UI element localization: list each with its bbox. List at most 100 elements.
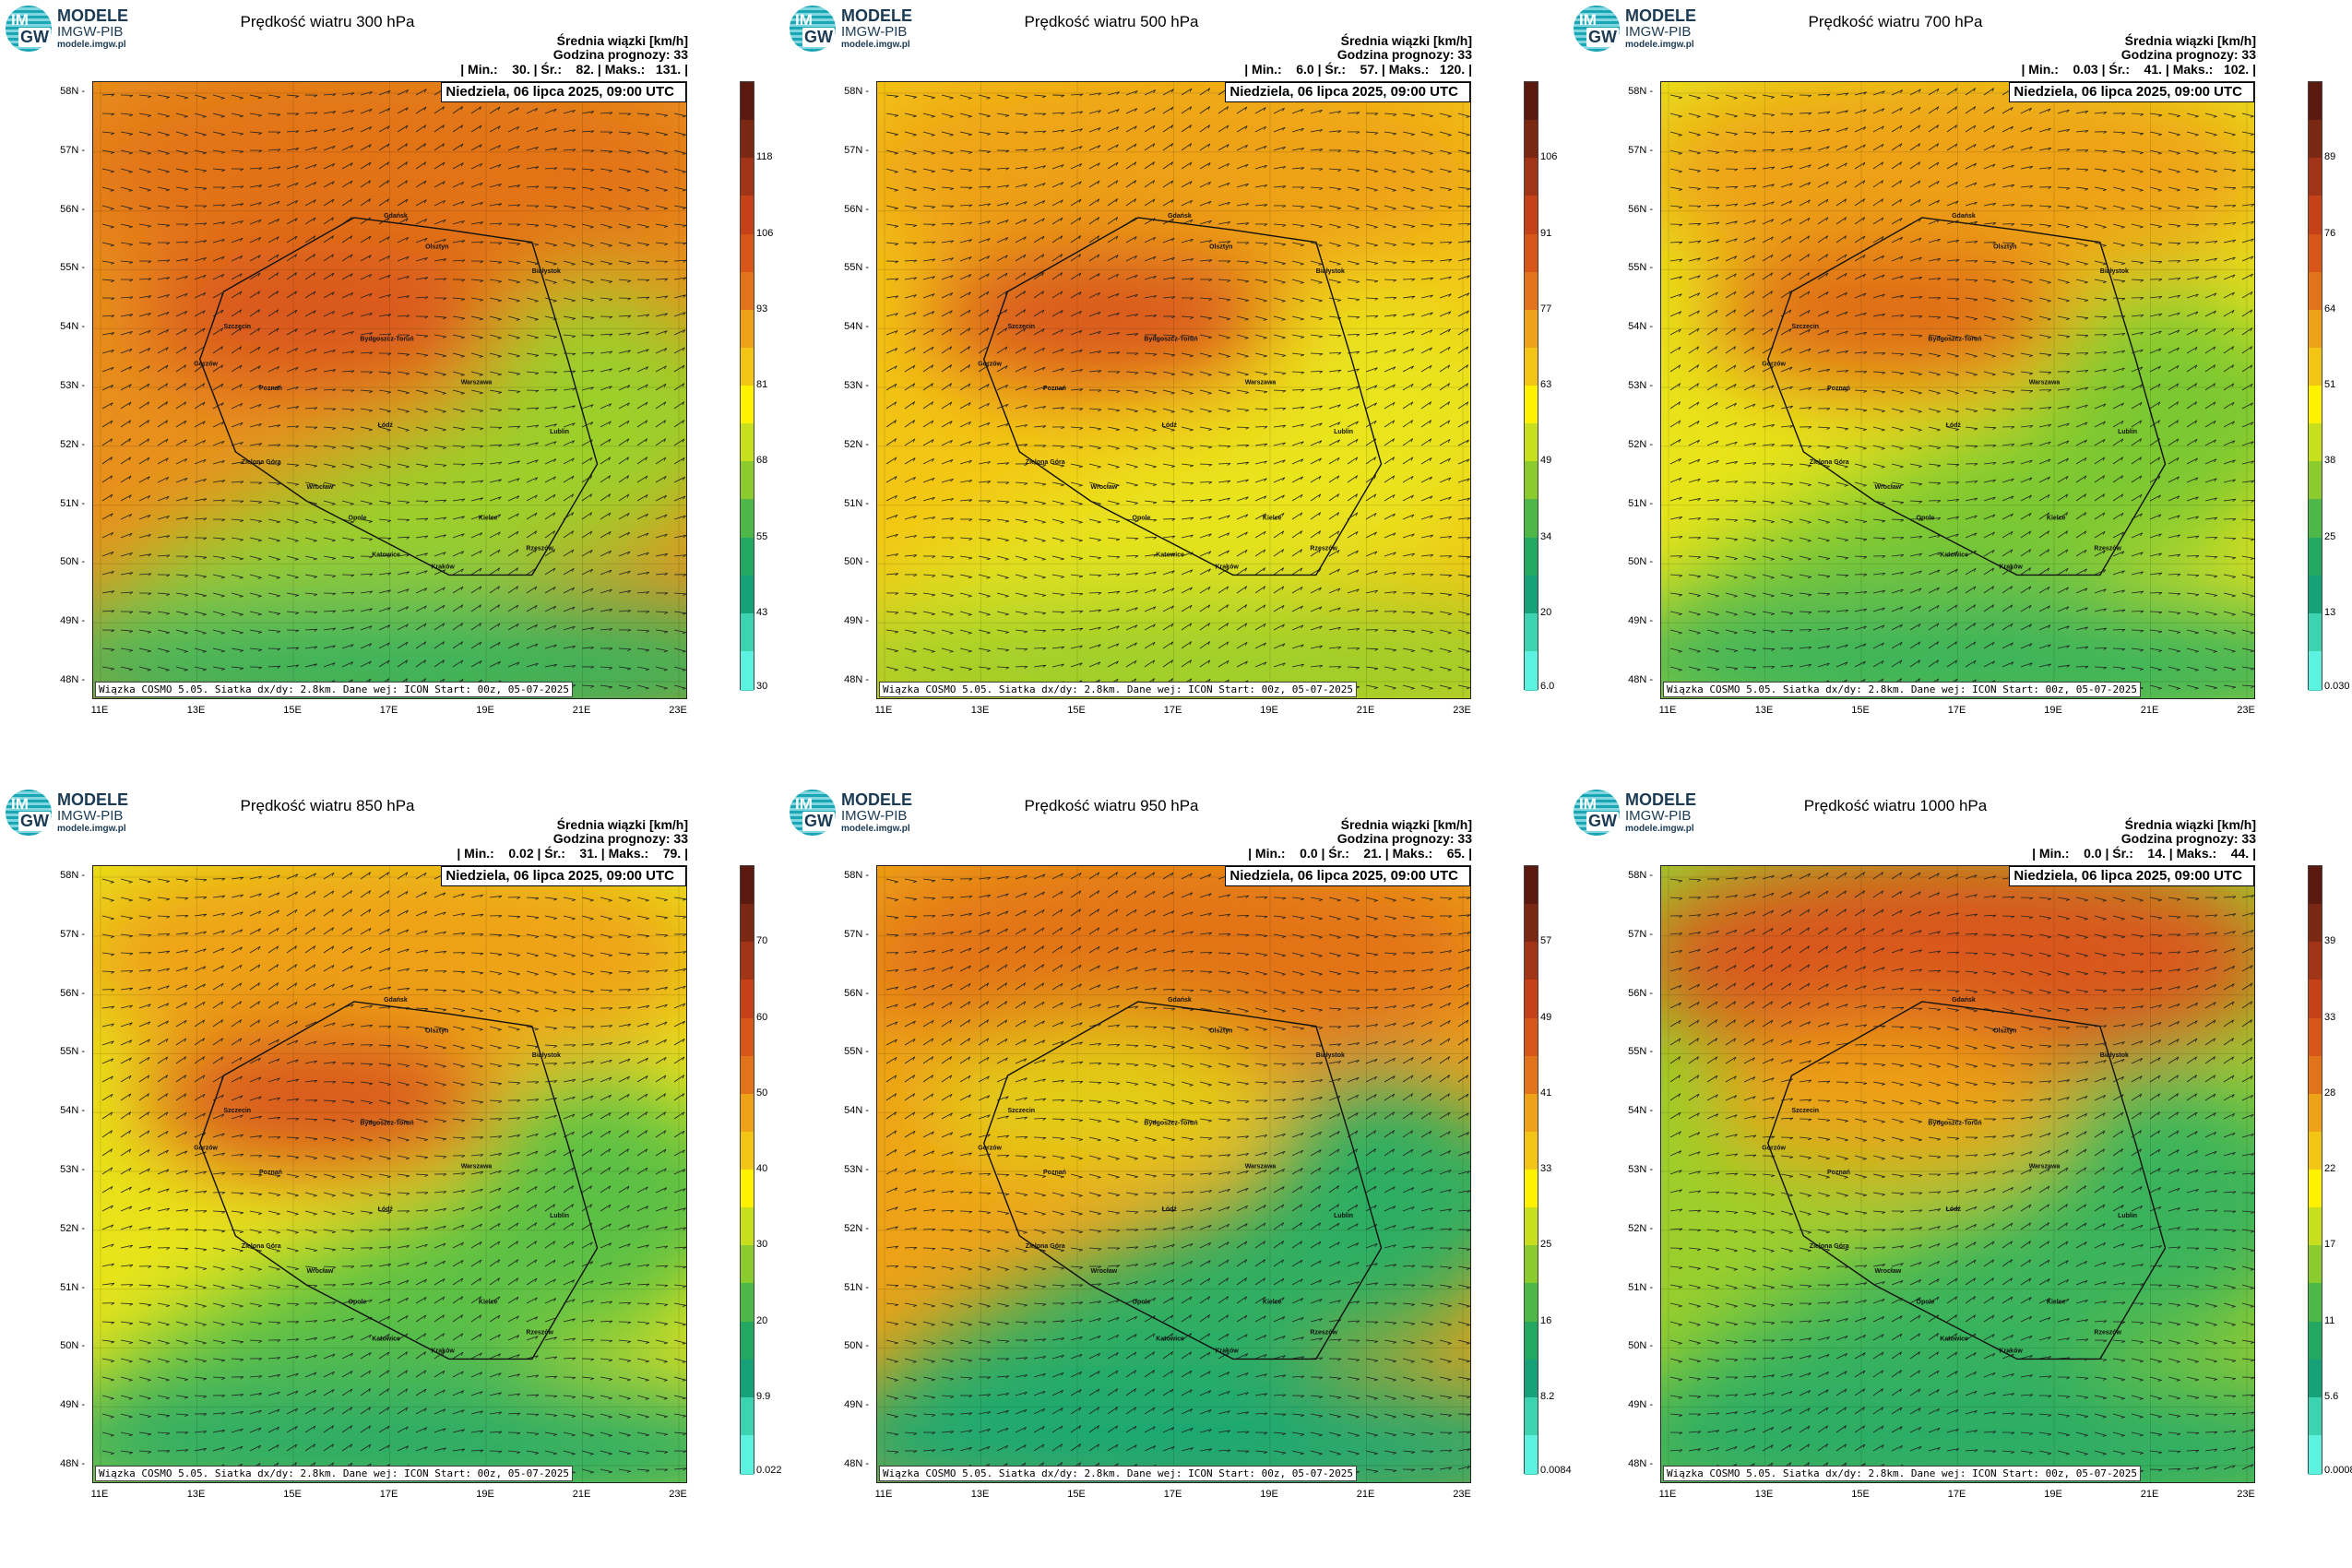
colorbar-tick-label: 60 [756, 1011, 768, 1023]
city-label: Białystok [532, 268, 561, 275]
city-label: Bydgoszcz-Toruń [1928, 337, 1981, 343]
city-label: Szczecin [1008, 324, 1036, 330]
imgw-badge-icon: IM GW [790, 790, 836, 836]
city-label: Rzeszów [2094, 1330, 2121, 1336]
logo-line2: IMGW-PIB [1625, 24, 1692, 40]
logo-url: modele.imgw.pl [57, 40, 126, 50]
city-label: Opole [1133, 515, 1151, 521]
city-label: Olsztyn [425, 1028, 448, 1034]
colorbar [2308, 81, 2322, 691]
colorbar-tick-label: 5.6 [2324, 1390, 2339, 1402]
city-label: Rzeszów [1310, 546, 1337, 552]
colorbar-tick-label: 33 [1540, 1163, 1552, 1174]
longitude-label: 15E [1851, 1489, 1870, 1500]
colorbar-tick-label: 89 [2324, 151, 2336, 163]
city-label: Gorzów [1762, 1145, 1786, 1151]
latitude-label: 57N - [844, 928, 869, 940]
latitude-label: 53N - [1628, 1164, 1653, 1175]
city-label: Katowice [1156, 1336, 1184, 1342]
city-label: Łódź [1946, 422, 1962, 429]
latitude-label: 58N - [60, 86, 85, 97]
colorbar-tick-label: 9.9 [756, 1390, 771, 1402]
longitude-label: 15E [1067, 1489, 1086, 1500]
header-stats: | Min.: 0.0 | Śr.: 21. | Maks.: 65. | [1248, 846, 1472, 861]
city-label: Bydgoszcz-Toruń [360, 337, 413, 343]
model-credit: Wiązka COSMO 5.05. Siatka dx/dy: 2.8km. … [1663, 1466, 2141, 1481]
colorbar-tick-label: 22 [2324, 1163, 2336, 1174]
logo-line1: MODELE [57, 790, 129, 809]
panel-title: Prędkość wiatru 950 hPa [1024, 797, 1199, 814]
city-label: Poznań [1827, 1170, 1850, 1176]
longitude-label: 15E [283, 705, 302, 716]
longitude-label: 19E [1260, 705, 1278, 716]
wind-speed-field: Gdańsk Olsztyn Białystok Szczecin Bydgoszcz-… [877, 866, 1470, 1482]
header-stats: | Min.: 0.02 | Śr.: 31. | Maks.: 79. | [457, 846, 688, 861]
latitude-label: 48N - [1628, 1458, 1653, 1469]
city-label: Gorzów [978, 361, 1002, 367]
city-label: Kraków [2000, 1348, 2024, 1355]
latitude-label: 48N - [1628, 674, 1653, 685]
colorbar-tick-label: 39 [2324, 935, 2336, 947]
latitude-label: 48N - [60, 674, 85, 685]
city-label: Kraków [432, 1348, 456, 1355]
city-label: Warszawa [2029, 379, 2061, 386]
city-label: Olsztyn [1993, 1028, 2016, 1034]
longitude-label: 15E [283, 1489, 302, 1500]
longitude-label: 23E [1453, 705, 1471, 716]
city-label: Łódź [1946, 1206, 1962, 1213]
city-label: Olsztyn [1993, 244, 2016, 250]
latitude-label: 56N - [60, 987, 85, 999]
latitude-label: 49N - [1628, 1399, 1653, 1411]
city-label: Szczecin [1792, 1108, 1820, 1114]
city-label: Białystok [532, 1052, 561, 1059]
city-label: Gdańsk [1168, 213, 1192, 220]
city-label: Kraków [1216, 1348, 1240, 1355]
wind-arrows [885, 872, 1470, 1474]
colorbar-tick-label: 30 [756, 1239, 768, 1251]
city-label: Kraków [2000, 564, 2024, 571]
colorbar-tick-label: 68 [756, 455, 768, 467]
city-label: Poznań [259, 1170, 282, 1176]
header-mean-label: Średnia wiązki [km/h] [1340, 33, 1472, 48]
city-label: Warszawa [1245, 1163, 1277, 1170]
latitude-label: 55N - [1628, 262, 1653, 274]
model-credit: Wiązka COSMO 5.05. Siatka dx/dy: 2.8km. … [1663, 682, 2141, 697]
imgw-badge-icon: IM GW [790, 6, 836, 52]
longitude-label: 17E [379, 705, 398, 716]
wind-arrows [101, 88, 686, 690]
header-forecast-hour: Godzina prognozy: 33 [2120, 47, 2256, 62]
longitude-label: 21E [1356, 1489, 1375, 1500]
city-label: Łódź [378, 422, 394, 429]
longitude-label: 23E [2237, 705, 2255, 716]
wind-speed-field: Gdańsk Olsztyn Białystok Szczecin Bydgoszcz-… [93, 82, 686, 698]
latitude-label: 49N - [60, 615, 85, 627]
latitude-label: 57N - [1628, 144, 1653, 156]
latitude-label: 52N - [60, 438, 85, 450]
header-mean-label: Średnia wiązki [km/h] [2124, 33, 2256, 48]
header-forecast-hour: Godzina prognozy: 33 [552, 831, 688, 846]
latitude-label: 57N - [60, 928, 85, 940]
longitude-label: 11E [1658, 705, 1677, 716]
longitude-label: 13E [1754, 1489, 1774, 1500]
model-credit: Wiązka COSMO 5.05. Siatka dx/dy: 2.8km. … [95, 1466, 573, 1481]
longitude-label: 15E [1851, 705, 1870, 716]
latitude-label: 56N - [844, 203, 869, 215]
logo-line2: IMGW-PIB [57, 24, 124, 40]
city-label: Gorzów [194, 1145, 218, 1151]
latitude-label: 52N - [1628, 438, 1653, 450]
city-label: Olsztyn [1209, 244, 1232, 250]
city-label: Poznań [259, 386, 282, 392]
city-label: Katowice [372, 552, 400, 558]
latitude-label: 50N - [844, 556, 869, 568]
city-label: Kielce [479, 515, 498, 521]
colorbar-tick-label: 17 [2324, 1239, 2336, 1251]
latitude-label: 51N - [844, 1281, 869, 1293]
city-label: Białystok [2100, 268, 2129, 275]
city-label: Gorzów [1762, 361, 1786, 367]
city-label: Wrocław [1875, 1268, 1902, 1275]
latitude-label: 51N - [844, 497, 869, 509]
colorbar-tick-label: 28 [2324, 1087, 2336, 1099]
city-label: Bydgoszcz-Toruń [1144, 337, 1197, 343]
latitude-label: 58N - [1628, 86, 1653, 97]
longitude-label: 13E [186, 705, 206, 716]
